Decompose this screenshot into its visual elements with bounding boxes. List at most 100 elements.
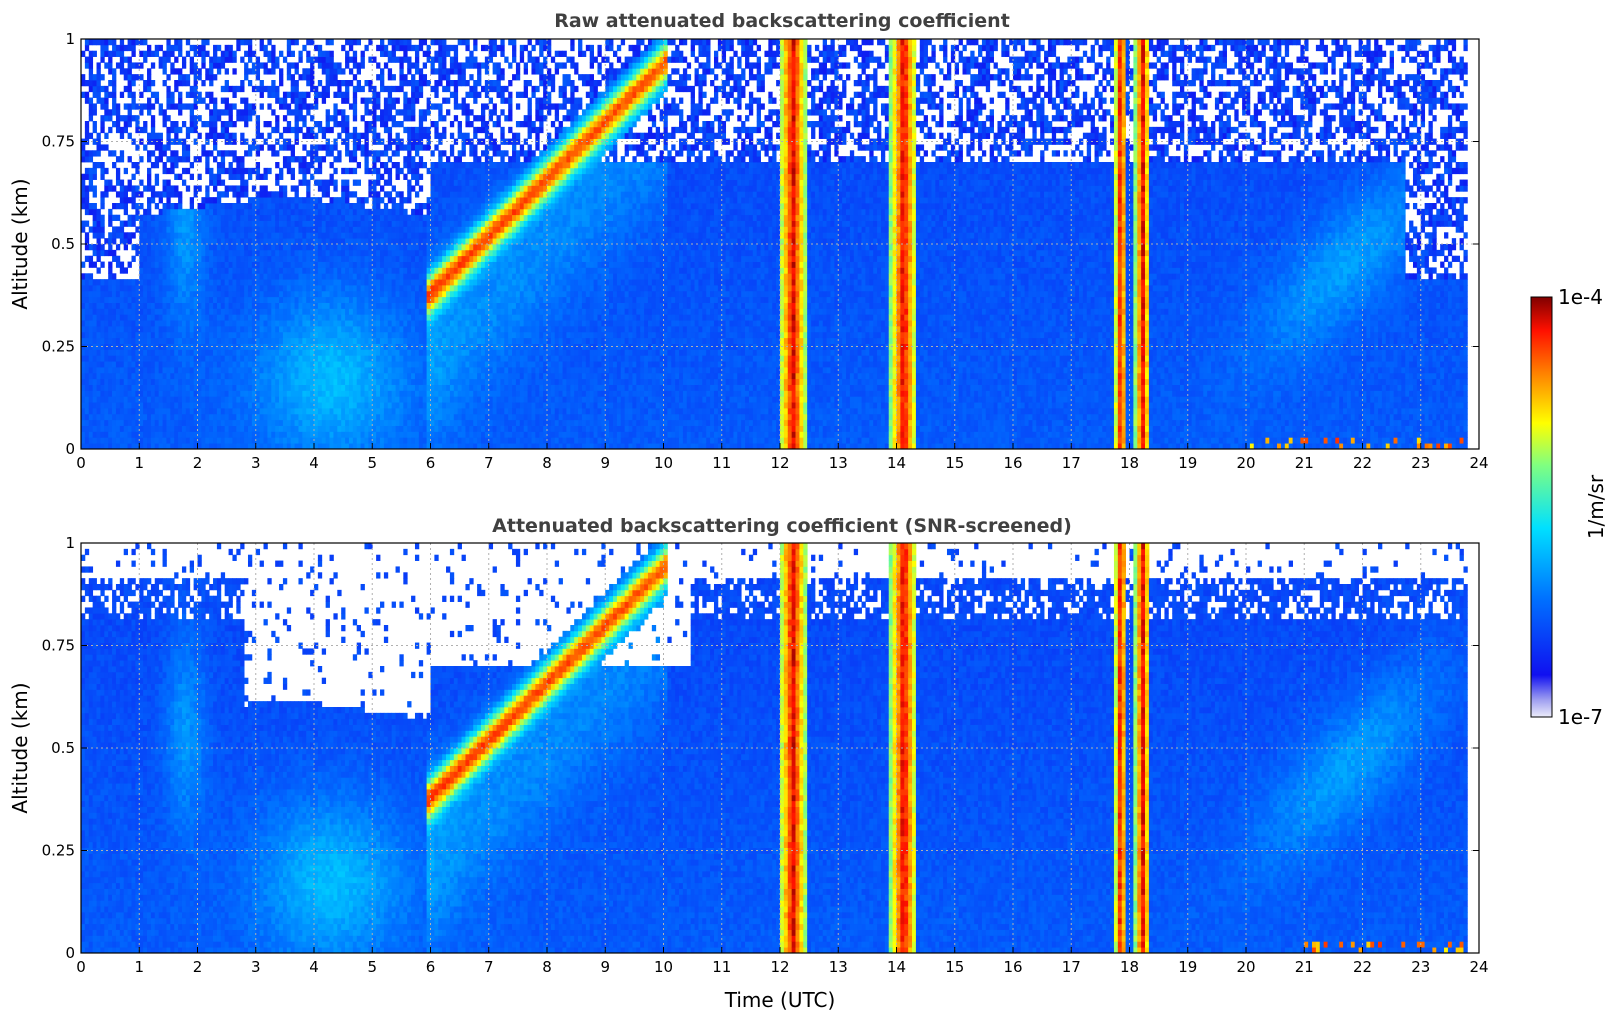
heatmap-cell <box>174 320 179 327</box>
heatmap-cell <box>282 162 288 169</box>
heatmap-cell <box>414 337 420 344</box>
heatmap-cell <box>127 85 132 93</box>
heatmap-cell <box>193 255 198 262</box>
heatmap-cell <box>294 384 299 391</box>
heatmap-cell <box>356 337 361 344</box>
heatmap-cell <box>271 279 276 286</box>
heatmap-cell <box>115 302 121 309</box>
heatmap-cell <box>279 203 284 210</box>
heatmap-cell <box>383 244 389 251</box>
heatmap-cell <box>271 314 276 321</box>
heatmap-cell <box>216 279 222 286</box>
heatmap-cell <box>162 425 167 432</box>
heatmap-cell <box>213 413 218 421</box>
heatmap-cell <box>131 437 136 444</box>
heatmap-cell <box>162 62 167 69</box>
heatmap-cell <box>275 279 280 286</box>
heatmap-cell <box>96 150 101 157</box>
heatmap-cell <box>372 384 377 391</box>
heatmap-cell <box>290 408 295 415</box>
heatmap-cell <box>174 255 179 262</box>
heatmap-cell <box>123 197 128 204</box>
heatmap-cell <box>275 220 280 227</box>
heatmap-cell <box>232 296 237 303</box>
heatmap-cell <box>213 296 218 303</box>
heatmap-cell <box>286 103 292 110</box>
heatmap-cell <box>119 203 125 210</box>
heatmap-cell <box>251 232 257 239</box>
heatmap-cell <box>104 349 109 356</box>
heatmap-cell <box>317 378 323 385</box>
heatmap-cell <box>279 255 284 262</box>
heatmap-cell <box>337 349 342 356</box>
heatmap-cell <box>216 314 222 321</box>
heatmap-cell <box>321 220 327 227</box>
heatmap-cell <box>403 91 408 98</box>
heatmap-cell <box>236 367 241 374</box>
heatmap-cell <box>321 208 327 216</box>
heatmap-cell <box>147 408 152 415</box>
heatmap-cell <box>162 367 167 374</box>
heatmap-cell <box>294 109 299 116</box>
heatmap-cell <box>244 425 249 432</box>
heatmap-cell <box>426 372 431 380</box>
heatmap-cell <box>123 220 128 227</box>
heatmap-cell <box>92 413 97 421</box>
heatmap-cell <box>104 314 109 321</box>
heatmap-cell <box>333 355 338 362</box>
heatmap-cell <box>259 326 264 333</box>
heatmap-cell <box>251 443 257 450</box>
heatmap-cell <box>345 203 350 210</box>
heatmap-cell <box>329 372 334 380</box>
heatmap-cell <box>197 437 202 444</box>
heatmap-cell <box>127 62 132 69</box>
heatmap-cell <box>84 296 90 303</box>
heatmap-cell <box>96 290 101 298</box>
heatmap-cell <box>251 320 257 327</box>
heatmap-cell <box>220 126 226 134</box>
heatmap-cell <box>329 302 334 309</box>
heatmap-cell <box>310 220 315 227</box>
heatmap-cell <box>337 132 342 139</box>
heatmap-cell <box>220 419 226 426</box>
heatmap-cell <box>158 44 163 52</box>
heatmap-cell <box>380 273 385 280</box>
heatmap-cell <box>259 384 264 391</box>
heatmap-cell <box>251 279 257 286</box>
heatmap-cell <box>267 419 272 426</box>
heatmap-cell <box>418 74 424 81</box>
heatmap-cell <box>290 156 295 163</box>
heatmap-cell <box>383 443 389 450</box>
heatmap-cell <box>100 413 105 421</box>
heatmap-cell <box>376 425 381 432</box>
heatmap-cell <box>259 308 264 315</box>
heatmap-cell <box>399 279 404 286</box>
heatmap-cell <box>209 97 214 104</box>
heatmap-cell <box>364 443 369 450</box>
heatmap-cell <box>333 91 338 98</box>
heatmap-cell <box>352 74 358 81</box>
heatmap-cell <box>372 121 377 128</box>
heatmap-cell <box>178 197 183 204</box>
heatmap-cell <box>298 91 303 98</box>
heatmap-cell <box>399 396 404 403</box>
heatmap-cell <box>209 443 214 450</box>
heatmap-cell <box>263 203 268 210</box>
heatmap-cell <box>290 396 295 403</box>
heatmap-cell <box>131 419 136 426</box>
heatmap-cell <box>411 308 416 315</box>
heatmap-cell <box>100 44 105 52</box>
heatmap-cell <box>341 267 346 274</box>
heatmap-cell <box>325 349 330 356</box>
heatmap-cell <box>174 39 179 46</box>
heatmap-cell <box>271 402 276 409</box>
heatmap-cell <box>201 425 206 432</box>
heatmap-cell <box>247 279 253 286</box>
heatmap-cell <box>387 167 393 175</box>
heatmap-cell <box>127 232 132 239</box>
heatmap-cell <box>115 413 121 421</box>
heatmap-cell <box>108 367 113 374</box>
heatmap-cell <box>414 232 420 239</box>
heatmap-cell <box>92 220 97 227</box>
heatmap-cell <box>337 290 342 298</box>
